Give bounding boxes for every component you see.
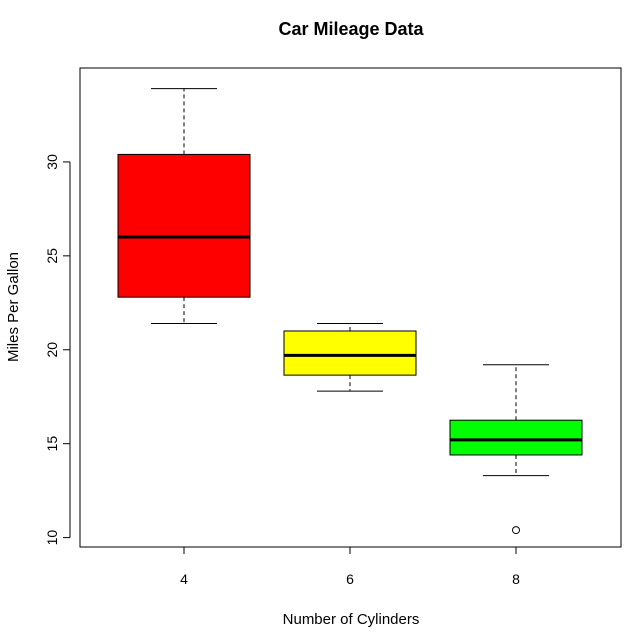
y-tick-label-10: 10 [44, 530, 60, 546]
x-tick-label-8: 8 [512, 571, 520, 587]
box-4 [117, 88, 251, 324]
box-rect-8 [449, 419, 583, 456]
chart-title: Car Mileage Data [278, 19, 424, 39]
x-axis-label: Number of Cylinders [283, 611, 420, 628]
y-axis: 10 15 20 25 30 [44, 154, 71, 546]
y-tick-label-30: 30 [44, 154, 60, 170]
x-tick-label-6: 6 [346, 571, 354, 587]
x-axis: 4 6 8 [180, 546, 520, 587]
box-rect-4 [117, 153, 251, 298]
boxes-group [117, 88, 583, 535]
y-tick-label-25: 25 [44, 248, 60, 264]
box-8 [449, 364, 583, 535]
box-rect-6 [283, 330, 417, 376]
y-tick-label-15: 15 [44, 436, 60, 452]
box-6 [283, 322, 417, 392]
x-tick-label-4: 4 [180, 571, 188, 587]
y-axis-label: Miles Per Gallon [5, 252, 22, 362]
y-tick-label-20: 20 [44, 342, 60, 358]
outlier-8-0 [512, 526, 520, 535]
